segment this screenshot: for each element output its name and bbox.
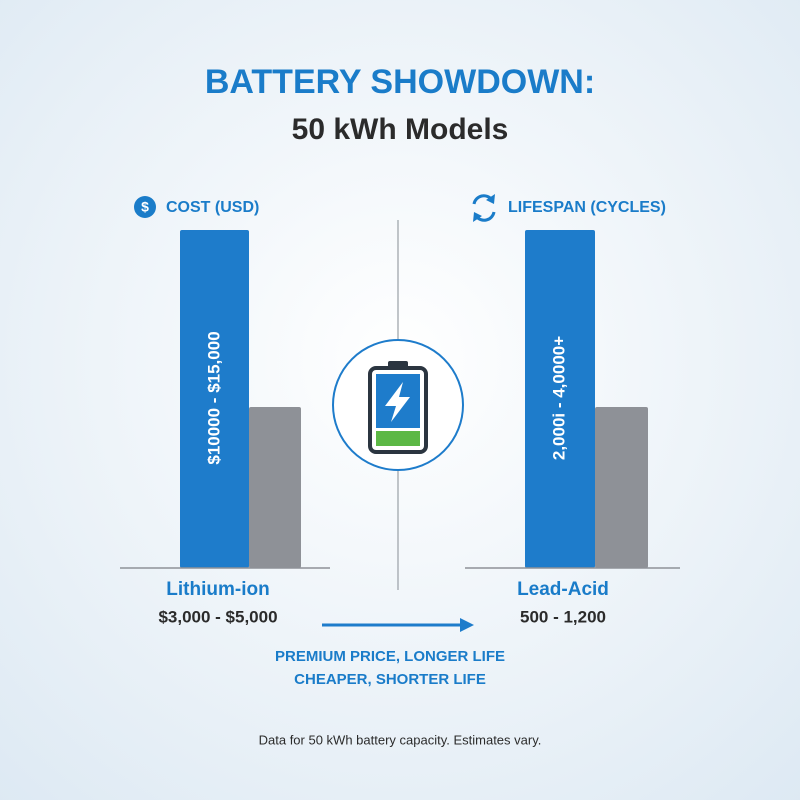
summary-line: PREMIUM PRICE, LONGER LIFE: [275, 648, 505, 665]
panel-heading: LIFESPAN (CYCLES): [508, 199, 666, 216]
blue-bar: [525, 230, 595, 568]
title: BATTERY SHOWDOWN:: [205, 63, 595, 101]
cycle-range: 500 - 1,200: [520, 607, 606, 626]
footnote: Data for 50 kWh battery capacity. Estima…: [259, 732, 542, 747]
summary-line: CHEAPER, SHORTER LIFE: [294, 671, 486, 688]
subtitle: 50 kWh Models: [292, 113, 509, 146]
panel-heading: COST (USD): [166, 199, 259, 216]
battery-name: Lithium-ion: [166, 579, 269, 600]
gray-bar: [595, 407, 648, 568]
gray-bar: [249, 407, 301, 568]
bolt: [385, 382, 410, 422]
price-range: $3,000 - $5,000: [158, 607, 277, 626]
lifespan-panel: LIFESPAN (CYCLES) 2,000i - 4,0000+ Lead-…: [465, 194, 680, 626]
bar-label: $10000 - $15,000: [204, 331, 223, 464]
blue-bar: [180, 230, 249, 568]
battery-level: [376, 431, 420, 446]
cycle-icon-arrow: [486, 194, 495, 204]
arrow-head: [460, 618, 474, 632]
battery-name: Lead-Acid: [517, 579, 609, 600]
dollar-icon-glyph: $: [141, 199, 149, 215]
bar-label: 2,000i - 4,0000+: [549, 336, 568, 460]
dollar-icon: [134, 196, 156, 218]
cycle-icon-arrow: [473, 212, 482, 222]
cost-panel: $ COST (USD) $10000 - $15,000 Lithium-io…: [120, 196, 330, 626]
battery-icon: [332, 339, 464, 471]
